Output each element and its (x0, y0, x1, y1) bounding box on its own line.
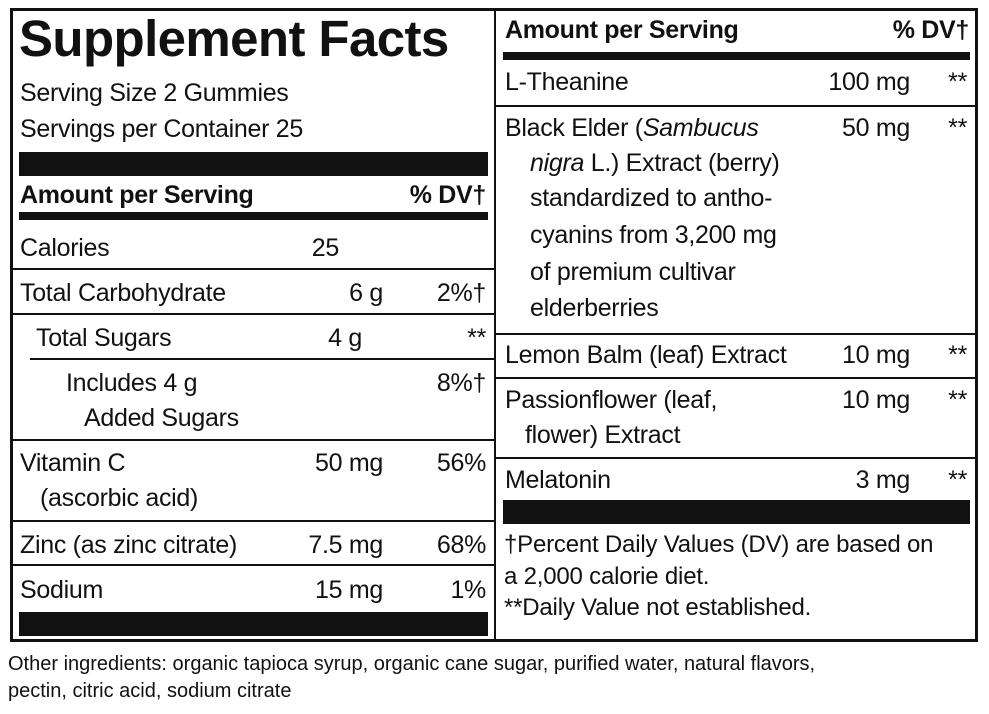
other-ingredients: pectin, citric acid, sodium citrate (8, 680, 292, 702)
thick-rule (19, 212, 488, 220)
ingredient-dv: ** (948, 68, 967, 96)
nutrient-dv: ** (467, 324, 486, 352)
nutrient-name: Added Sugars (84, 404, 239, 432)
nutrient-amount: 25 (311, 234, 340, 262)
servings-per-container: Servings per Container 25 (20, 115, 303, 143)
border-left (10, 8, 13, 642)
footnote: **Daily Value not established. (504, 594, 812, 621)
row-rule (496, 105, 975, 107)
ingredient-amount: 10 mg (842, 386, 910, 414)
ingredient-name: Lemon Balm (leaf) Extract (505, 341, 787, 369)
nutrient-amount: 7.5 mg (308, 531, 383, 559)
amount-header: Amount per Serving (20, 181, 254, 209)
black-bar (503, 500, 970, 524)
nutrient-name: Total Sugars (36, 324, 172, 352)
nutrient-dv: 68% (436, 531, 486, 559)
row-rule (13, 520, 494, 522)
nutrient-name: Zinc (as zinc citrate) (20, 531, 238, 559)
row-rule (13, 564, 494, 566)
row-rule (496, 457, 975, 459)
nutrient-amount: 6 g (349, 279, 383, 307)
ingredient-name-line: cyanins from 3,200 mg (530, 221, 777, 249)
name-part-italic: Sambucus (642, 114, 759, 142)
nutrient-amount: 15 mg (315, 576, 383, 604)
nutrient-name: Sodium (20, 576, 103, 604)
name-part: L.) Extract (berry) (584, 149, 780, 177)
nutrient-name: Calories (20, 234, 110, 262)
nutrient-amount: 4 g (328, 324, 362, 352)
nutrient-dv: 8%† (436, 369, 486, 397)
ingredient-amount: 50 mg (842, 114, 910, 142)
serving-size: Serving Size 2 Gummies (20, 79, 289, 107)
black-bar (19, 612, 488, 636)
ingredient-name-line: Black Elder (Sambucus (505, 113, 759, 143)
nutrient-name: Includes 4 g (66, 369, 198, 397)
ingredient-dv: ** (948, 386, 967, 414)
ingredient-amount: 3 mg (855, 466, 911, 494)
ingredient-name-line: standardized to antho- (530, 184, 773, 212)
ingredient-name: L-Theanine (505, 68, 629, 96)
ingredient-name-line: of premium cultivar (530, 258, 736, 286)
row-rule (496, 377, 975, 379)
panel-title: Supplement Facts (19, 10, 449, 67)
ingredient-dv: ** (948, 341, 967, 369)
nutrient-amount: 50 mg (315, 449, 383, 477)
ingredient-name: flower) Extract (525, 421, 681, 449)
nutrient-name: (ascorbic acid) (40, 484, 199, 512)
nutrient-dv: 1% (450, 576, 486, 604)
name-part-italic: nigra (530, 149, 585, 177)
black-bar (19, 152, 488, 176)
footnote: †Percent Daily Values (DV) are based on (504, 531, 934, 558)
nutrient-dv: 2%† (436, 279, 486, 307)
row-rule (496, 333, 975, 335)
row-rule (13, 268, 494, 270)
row-rule (13, 313, 494, 315)
row-rule (30, 358, 494, 360)
ingredient-dv: ** (948, 466, 967, 494)
column-divider (494, 8, 496, 642)
row-rule (13, 439, 494, 441)
amount-header: Amount per Serving (505, 16, 739, 44)
nutrient-name: Vitamin C (20, 449, 126, 477)
ingredient-name-line: elderberries (530, 294, 659, 322)
nutrient-name: Total Carbohydrate (20, 279, 226, 307)
ingredient-name: Melatonin (505, 466, 611, 494)
thick-rule (503, 52, 970, 60)
ingredient-dv: ** (948, 114, 967, 142)
footnote: a 2,000 calorie diet. (504, 563, 710, 590)
name-part: Black Elder ( (505, 114, 643, 142)
dv-header: % DV† (409, 181, 487, 209)
ingredient-amount: 10 mg (842, 341, 910, 369)
other-ingredients: Other ingredients: organic tapioca syrup… (8, 653, 816, 675)
ingredient-name: Passionflower (leaf, (505, 386, 718, 414)
dv-header: % DV† (892, 16, 970, 44)
border-right (975, 8, 978, 642)
ingredient-amount: 100 mg (828, 68, 910, 96)
nutrient-dv: 56% (436, 449, 486, 477)
ingredient-name-line: nigra L.) Extract (berry) (530, 148, 780, 178)
